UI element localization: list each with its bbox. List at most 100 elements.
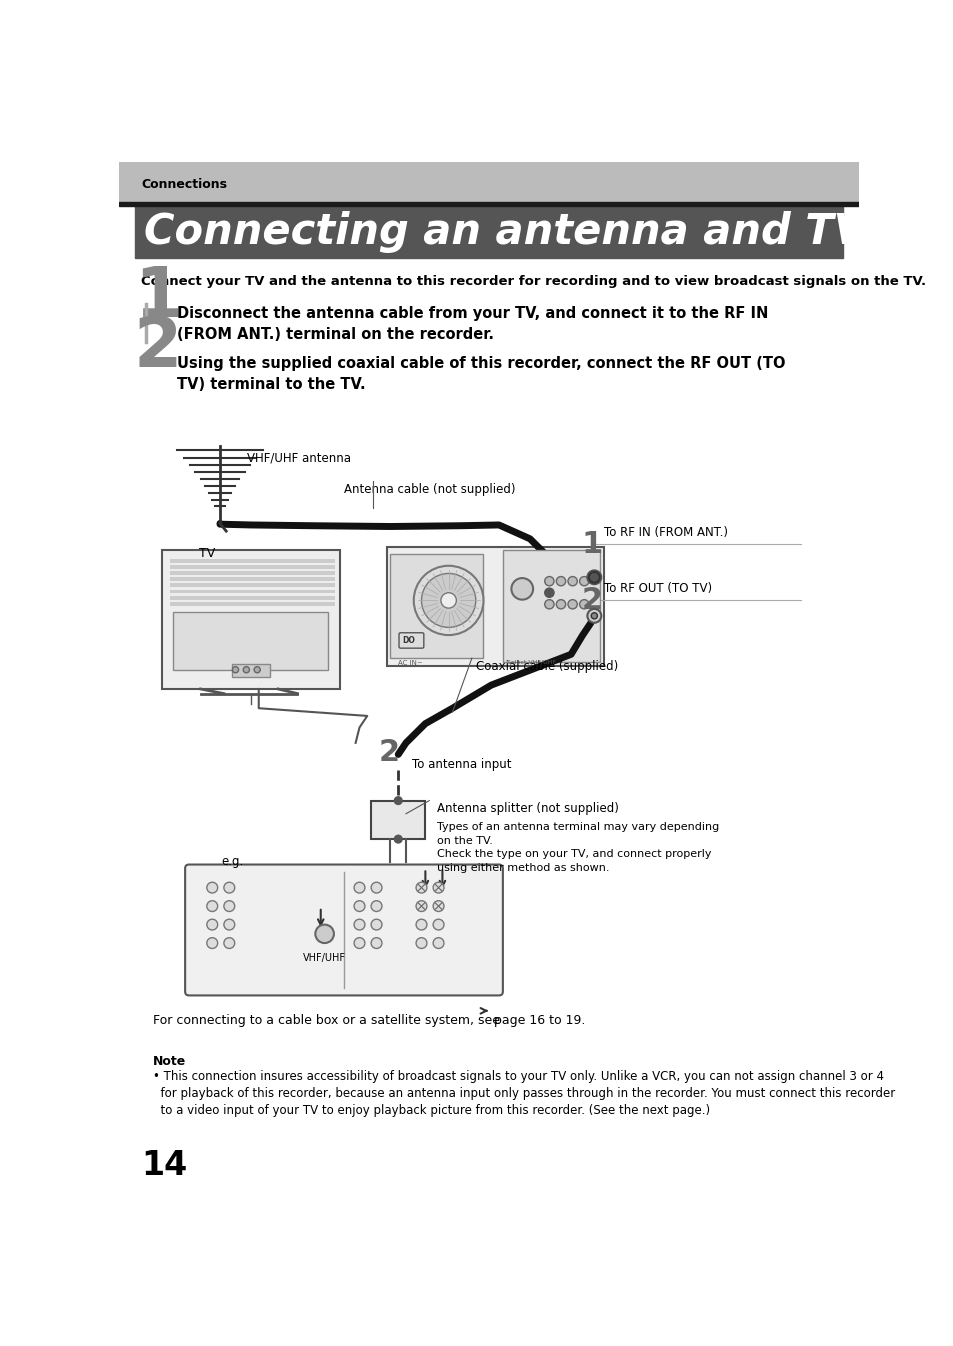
Circle shape xyxy=(354,900,365,911)
Bar xyxy=(288,559,335,563)
Circle shape xyxy=(354,919,365,930)
Text: VHF/UHF: VHF/UHF xyxy=(303,953,346,964)
Circle shape xyxy=(371,919,381,930)
Bar xyxy=(288,571,335,575)
Text: Connections: Connections xyxy=(141,178,227,191)
Bar xyxy=(119,162,858,203)
Circle shape xyxy=(233,666,238,673)
Text: 14: 14 xyxy=(141,1148,187,1182)
Text: 1: 1 xyxy=(133,264,182,331)
Bar xyxy=(170,571,224,575)
Text: Antenna splitter (not supplied): Antenna splitter (not supplied) xyxy=(436,802,618,816)
Circle shape xyxy=(414,565,483,635)
Circle shape xyxy=(243,666,249,673)
Circle shape xyxy=(567,576,577,586)
Circle shape xyxy=(544,600,554,608)
Bar xyxy=(288,565,335,569)
Bar xyxy=(170,590,224,594)
Text: 1: 1 xyxy=(580,530,602,559)
Circle shape xyxy=(556,576,565,586)
Circle shape xyxy=(394,797,402,805)
Circle shape xyxy=(416,919,427,930)
Circle shape xyxy=(579,600,588,608)
Bar xyxy=(224,590,291,594)
Text: Disconnect the antenna cable from your TV, and connect it to the RF IN
(FROM ANT: Disconnect the antenna cable from your T… xyxy=(177,306,768,342)
Circle shape xyxy=(433,900,443,911)
Circle shape xyxy=(207,938,217,949)
Text: AC IN~: AC IN~ xyxy=(397,660,422,666)
Circle shape xyxy=(371,900,381,911)
Text: 2: 2 xyxy=(378,739,399,767)
Circle shape xyxy=(587,571,600,584)
FancyBboxPatch shape xyxy=(398,633,423,649)
Circle shape xyxy=(588,572,599,583)
Circle shape xyxy=(556,600,565,608)
Circle shape xyxy=(544,576,554,586)
Bar xyxy=(288,577,335,581)
Circle shape xyxy=(421,573,476,627)
Bar xyxy=(119,202,858,206)
Circle shape xyxy=(433,938,443,949)
Text: Connect your TV and the antenna to this recorder for recording and to view broad: Connect your TV and the antenna to this … xyxy=(141,276,925,288)
Bar xyxy=(288,590,335,594)
Text: Select VHF/UHF: Select VHF/UHF xyxy=(506,660,556,665)
Bar xyxy=(224,571,291,575)
Bar xyxy=(502,551,599,662)
Text: 2: 2 xyxy=(133,314,182,381)
Circle shape xyxy=(224,938,234,949)
Circle shape xyxy=(433,882,443,892)
Text: Note: Note xyxy=(152,1055,186,1067)
Circle shape xyxy=(591,612,597,619)
Text: Using the supplied coaxial cable of this recorder, connect the RF OUT (TO
TV) te: Using the supplied coaxial cable of this… xyxy=(177,357,785,392)
Circle shape xyxy=(354,882,365,892)
Bar xyxy=(170,565,224,569)
Bar xyxy=(173,612,328,670)
Circle shape xyxy=(371,938,381,949)
Circle shape xyxy=(544,588,554,598)
Text: Types of an antenna terminal may vary depending
on the TV.
Check the type on you: Types of an antenna terminal may vary de… xyxy=(436,822,719,874)
Text: To RF OUT (TO TV): To RF OUT (TO TV) xyxy=(603,581,711,595)
Circle shape xyxy=(207,882,217,892)
Bar xyxy=(170,583,224,587)
Text: 2: 2 xyxy=(580,586,602,615)
Bar xyxy=(390,555,483,658)
Bar xyxy=(170,559,224,563)
Bar xyxy=(232,664,270,677)
Text: Connecting an antenna and TV: Connecting an antenna and TV xyxy=(144,210,865,253)
Circle shape xyxy=(567,600,577,608)
Text: For connecting to a cable box or a satellite system, see: For connecting to a cable box or a satel… xyxy=(152,1014,499,1027)
Circle shape xyxy=(207,919,217,930)
Bar xyxy=(224,583,291,587)
Text: VHF/UHF antenna: VHF/UHF antenna xyxy=(247,451,351,464)
Circle shape xyxy=(591,575,597,580)
Text: page 16 to 19.: page 16 to 19. xyxy=(493,1014,584,1027)
Bar xyxy=(224,602,291,606)
Text: TV: TV xyxy=(199,546,215,560)
Bar xyxy=(224,577,291,581)
Bar xyxy=(288,596,335,600)
Circle shape xyxy=(440,592,456,608)
Circle shape xyxy=(433,919,443,930)
Bar xyxy=(170,602,224,606)
Circle shape xyxy=(207,900,217,911)
Text: To RF IN (FROM ANT.): To RF IN (FROM ANT.) xyxy=(603,526,727,538)
Bar xyxy=(170,596,224,600)
Circle shape xyxy=(394,836,402,843)
Bar xyxy=(134,206,842,258)
Circle shape xyxy=(315,925,334,944)
Circle shape xyxy=(224,882,234,892)
Text: Antenna cable (not supplied): Antenna cable (not supplied) xyxy=(344,483,515,497)
Bar xyxy=(371,801,425,839)
Circle shape xyxy=(416,938,427,949)
Circle shape xyxy=(416,882,427,892)
Circle shape xyxy=(371,882,381,892)
Bar xyxy=(162,551,340,689)
Circle shape xyxy=(253,666,260,673)
Text: DO: DO xyxy=(401,635,415,645)
Circle shape xyxy=(579,576,588,586)
Bar xyxy=(224,596,291,600)
Text: e.g.: e.g. xyxy=(221,855,244,868)
Circle shape xyxy=(354,938,365,949)
Bar xyxy=(288,583,335,587)
Bar xyxy=(170,577,224,581)
